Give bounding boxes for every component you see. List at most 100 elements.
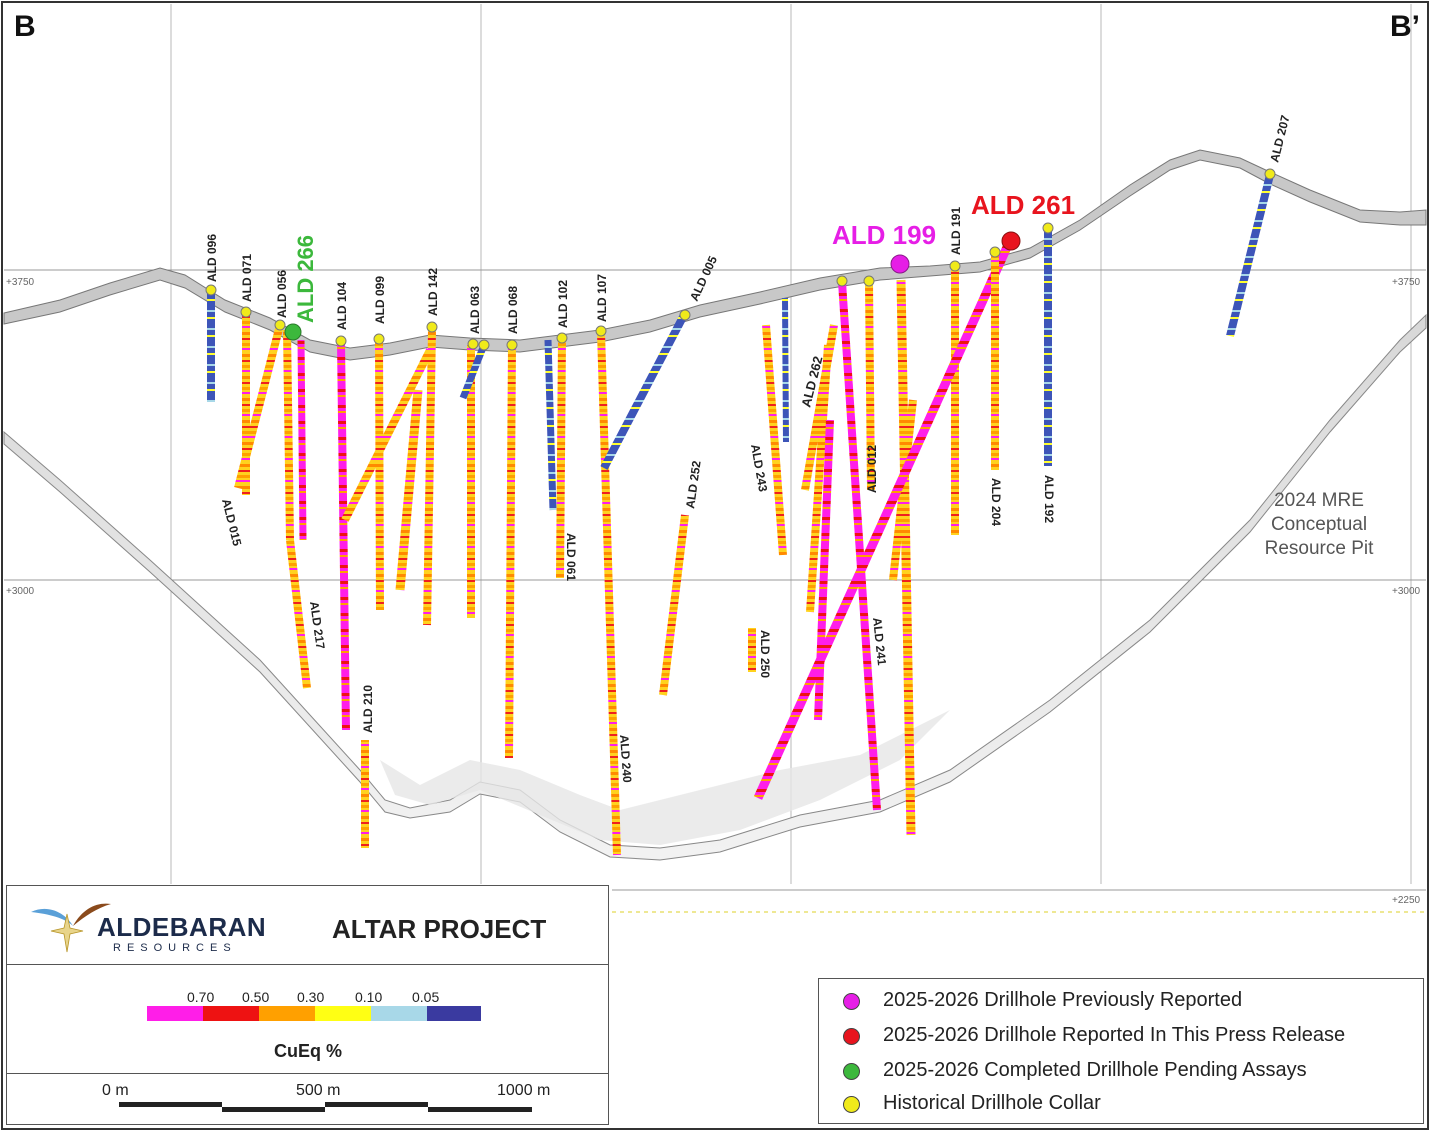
collar-ald-199 xyxy=(890,254,910,274)
hole-label: ALD 005 xyxy=(687,254,720,304)
drillhole-ald-199b xyxy=(889,399,917,581)
scale-bar-segment xyxy=(222,1107,325,1112)
red-dot-icon xyxy=(843,1028,860,1045)
pit-shell xyxy=(3,313,1427,861)
hole-label: ALD 252 xyxy=(683,460,704,510)
drillhole-ald-266 xyxy=(297,339,307,541)
legend: 2025-2026 Drillhole Previously Reported … xyxy=(818,978,1424,1124)
drillhole-ald-207 xyxy=(1226,174,1274,337)
drillhole-ald-217 xyxy=(286,539,311,689)
scale-bar: 0 m 500 m 1000 m xyxy=(7,1074,608,1124)
colorbar-swatch xyxy=(371,1006,427,1021)
colorbar-threshold: 0.70 xyxy=(187,989,215,1005)
collar-marker xyxy=(467,338,479,350)
elevation-label-left: +3750 xyxy=(6,277,35,288)
pit-label-line-1: 2024 MRE xyxy=(1274,490,1364,511)
drillhole-ald-243b xyxy=(782,297,789,443)
colorbar-threshold: 0.10 xyxy=(355,989,383,1005)
elevation-label-right: +3750 xyxy=(1392,277,1421,288)
scale-bar-segment xyxy=(119,1102,222,1107)
section-start-label: B xyxy=(14,10,36,43)
colorbar-swatch xyxy=(315,1006,371,1021)
collar-marker xyxy=(836,275,848,287)
hole-label: ALD 240 xyxy=(617,734,634,783)
hole-label: ALD 192 xyxy=(1042,475,1056,523)
aldebaran-logo-icon xyxy=(31,903,111,953)
scale-bar-segment xyxy=(428,1107,532,1112)
topography-surface xyxy=(3,149,1427,361)
drillhole-ald-099 xyxy=(375,339,384,611)
section-end-label: B’ xyxy=(1390,10,1420,43)
scale-bar-label: 0 m xyxy=(102,1082,129,1099)
hole-label: ALD 107 xyxy=(595,274,609,322)
collar-ald-261 xyxy=(1001,231,1021,251)
pit-label-line-2: Conceptual xyxy=(1271,514,1367,535)
collar-marker xyxy=(205,284,217,296)
hole-label: ALD 210 xyxy=(361,685,375,733)
hole-label: ALD 068 xyxy=(506,286,520,334)
drillhole-ald-068 xyxy=(505,344,516,759)
elevation-label-right: +3000 xyxy=(1392,586,1421,597)
highlight-label-ald-199: ALD 199 xyxy=(832,220,936,250)
company-subtitle: RESOURCES xyxy=(113,942,237,954)
hole-label: ALD 012 xyxy=(865,445,879,493)
colorbar-swatch xyxy=(427,1006,481,1021)
pit-label-line-3: Resource Pit xyxy=(1265,538,1374,559)
drillhole-ald-104 xyxy=(337,341,350,731)
hole-label: ALD 096 xyxy=(205,234,219,282)
collar-marker xyxy=(595,325,607,337)
hole-label: ALD 241 xyxy=(870,617,889,667)
legend-item-label: 2025-2026 Completed Drillhole Pending As… xyxy=(883,1059,1307,1081)
drillhole-ald-015 xyxy=(234,324,284,489)
collar-marker xyxy=(1264,168,1276,180)
hole-label: ALD 104 xyxy=(335,282,349,330)
hole-label: ALD 056 xyxy=(275,270,289,318)
scale-bar-label: 500 m xyxy=(296,1082,341,1099)
hole-label: ALD 204 xyxy=(989,478,1003,526)
drillhole-ald-252 xyxy=(659,514,689,696)
hole-label: ALD 243 xyxy=(748,443,770,493)
legend-item-label: Historical Drillhole Collar xyxy=(883,1092,1101,1114)
drillhole-ald-142b xyxy=(395,389,423,591)
hole-label: ALD 063 xyxy=(468,286,482,334)
hole-label: ALD 061 xyxy=(564,533,578,581)
scale-bar-segment xyxy=(325,1102,428,1107)
hole-label: ALD 142 xyxy=(426,268,440,316)
hole-label: ALD 102 xyxy=(556,280,570,328)
collar-ald-266 xyxy=(284,323,302,341)
elevation-label-right: +2250 xyxy=(1392,895,1421,906)
hole-label: ALD 191 xyxy=(949,207,963,255)
grid-lines xyxy=(4,4,1426,891)
hole-label: ALD 099 xyxy=(373,276,387,324)
colorbar-threshold: 0.30 xyxy=(297,989,325,1005)
highlight-label-ald-266: ALD 266 xyxy=(293,235,318,323)
scale-bar-label: 1000 m xyxy=(497,1082,551,1099)
collar-marker xyxy=(949,260,961,272)
drillhole-ald-102 xyxy=(556,337,566,579)
drillhole-ald-107 xyxy=(597,331,621,856)
drillhole-ald-102b xyxy=(544,339,557,511)
collar-marker xyxy=(274,319,286,331)
collar-marker xyxy=(478,339,490,351)
legend-item-label: 2025-2026 Drillhole Previously Reported xyxy=(883,989,1243,1011)
hole-label: ALD 071 xyxy=(240,254,254,302)
colorbar-swatch xyxy=(147,1006,203,1021)
drillhole-ald-199 xyxy=(896,279,916,836)
collar-marker xyxy=(556,332,568,344)
drillhole-ald-243 xyxy=(762,324,787,556)
company-name: ALDEBARAN xyxy=(97,912,267,942)
drillhole-ald-241 xyxy=(838,281,881,811)
collar-marker xyxy=(426,321,438,333)
colorbar-swatch xyxy=(203,1006,259,1021)
historical-collars xyxy=(205,168,1276,351)
pit-floor-surface xyxy=(380,710,950,845)
elevation-label-left: +3000 xyxy=(6,586,35,597)
collar-marker xyxy=(373,333,385,345)
collar-marker xyxy=(989,246,1001,258)
title-block: ALDEBARAN RESOURCES ALTAR PROJECT 0.70 0… xyxy=(6,885,609,1125)
drillholes xyxy=(207,174,1274,856)
hole-label: ALD 250 xyxy=(758,630,772,678)
collar-marker xyxy=(863,275,875,287)
logo-row: ALDEBARAN RESOURCES ALTAR PROJECT xyxy=(7,886,608,965)
